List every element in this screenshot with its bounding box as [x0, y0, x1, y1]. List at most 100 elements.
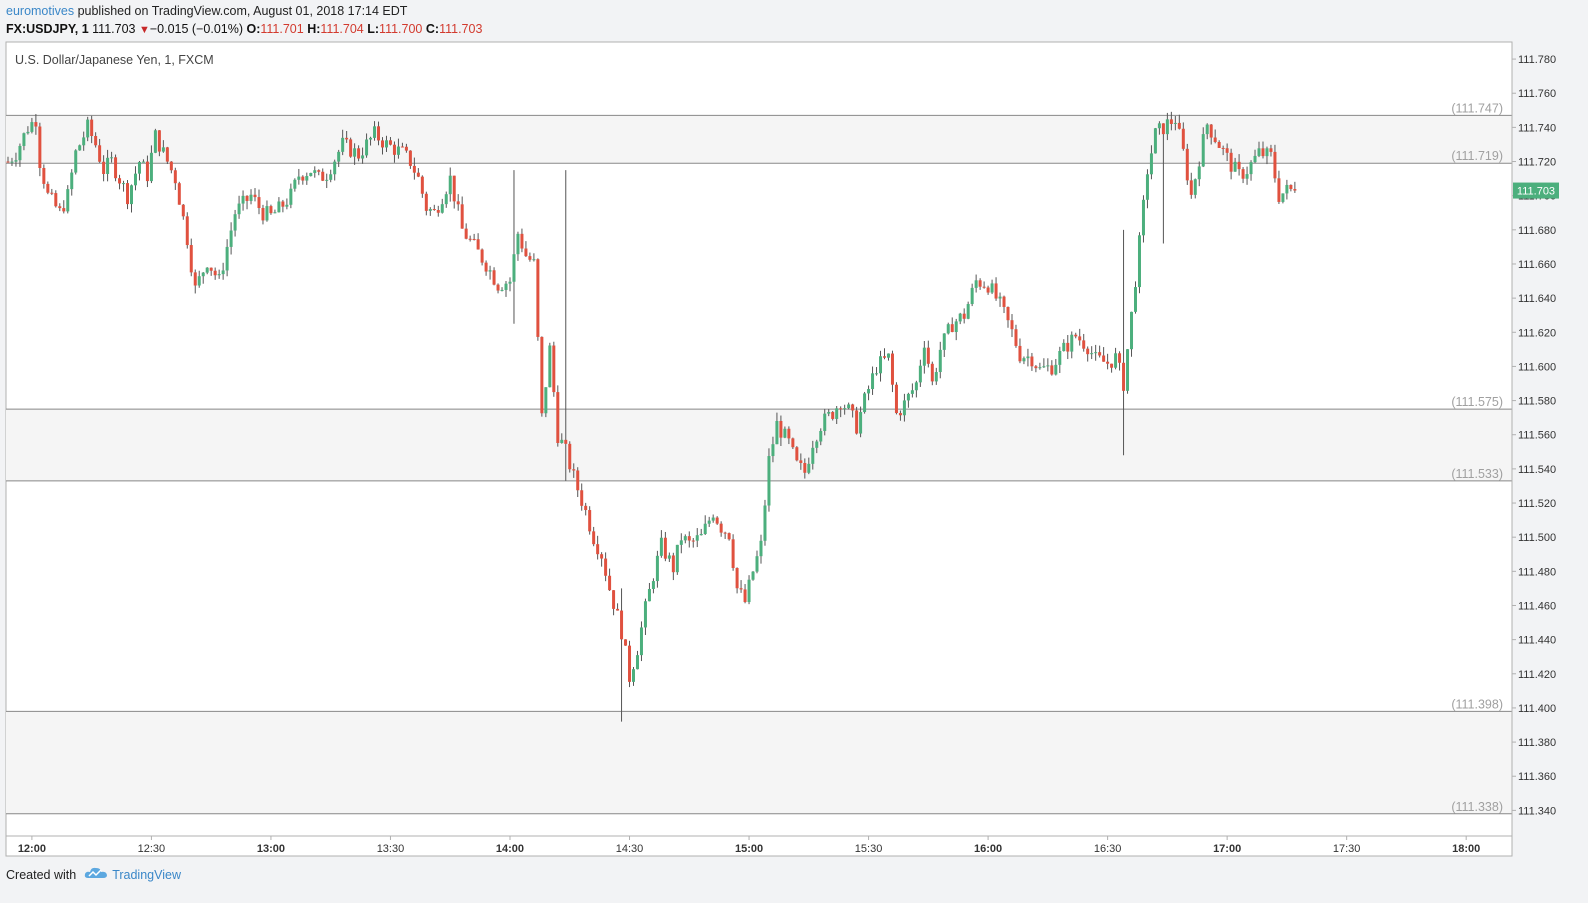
candle-body: [954, 321, 958, 333]
candle-body: [544, 387, 548, 414]
candle-body: [1141, 199, 1145, 236]
candle-body: [1034, 366, 1038, 369]
candle-body: [1189, 180, 1193, 195]
candle-body: [201, 272, 205, 277]
candle-body: [584, 505, 588, 511]
candle-body: [6, 161, 10, 163]
candle-body: [265, 206, 269, 221]
candle-body: [950, 324, 954, 333]
candle-body: [504, 283, 508, 290]
candle-body: [1265, 148, 1269, 157]
candle-body: [894, 384, 898, 414]
candle-body: [536, 259, 540, 337]
candle-body: [982, 286, 986, 288]
candle-body: [293, 179, 297, 189]
candle-body: [604, 558, 608, 576]
candle-body: [392, 144, 396, 155]
candle-body: [1082, 340, 1086, 349]
candle-body: [675, 544, 679, 573]
candle-body: [839, 408, 843, 410]
x-axis: 12:00 12:30 13:00 13:30 14:00 14:30 15:00 15:30…: [18, 836, 1480, 855]
candle-body: [126, 183, 130, 205]
candle-body: [1018, 345, 1022, 362]
y-tick-label: 111.380: [1518, 737, 1556, 749]
candle-body: [381, 140, 384, 148]
x-tick-label: 13:00: [257, 843, 285, 855]
candle-body: [416, 172, 420, 177]
candle-body: [1185, 148, 1189, 181]
candle-body: [906, 393, 910, 401]
candle-body: [767, 456, 771, 506]
candle-body: [580, 490, 584, 506]
candle-body: [926, 347, 930, 364]
candle-body: [1054, 364, 1058, 375]
level-zones: [6, 115, 1512, 814]
candle-body: [966, 304, 970, 319]
x-tick-label: 14:00: [496, 843, 524, 855]
candle-body: [261, 208, 265, 221]
candle-body: [1026, 356, 1030, 359]
candle-body: [974, 280, 978, 288]
candle-body: [345, 137, 349, 140]
x-tick-label: 17:00: [1213, 843, 1241, 855]
y-tick-label: 111.720: [1518, 157, 1556, 169]
candle-body: [82, 137, 86, 146]
candle-body: [1050, 365, 1054, 375]
candle-body: [301, 176, 305, 181]
candle-body: [946, 324, 950, 334]
low-value: 111.700: [379, 22, 423, 36]
candle-body: [679, 540, 683, 545]
candle-body: [396, 146, 400, 155]
candle-body: [448, 175, 452, 195]
candle-body: [528, 256, 532, 260]
y-tick-label: 111.620: [1518, 327, 1556, 339]
candle-body: [217, 274, 221, 276]
publisher-link[interactable]: euromotives: [6, 4, 75, 18]
candle-body: [1209, 124, 1213, 138]
candle-body: [934, 372, 938, 382]
candle-body: [727, 533, 731, 540]
candle-body: [26, 131, 30, 134]
tradingview-link[interactable]: TradingView: [112, 867, 181, 882]
candle-body: [309, 172, 313, 177]
close-value: 111.703: [439, 22, 483, 36]
candle-body: [484, 262, 488, 272]
candle-body: [98, 145, 102, 162]
candle-body: [827, 412, 831, 414]
candle-body: [711, 517, 715, 521]
candle-body: [193, 272, 197, 286]
candle-body: [715, 517, 719, 524]
x-tick-label: 16:30: [1094, 843, 1122, 855]
candle-body: [269, 206, 273, 214]
candle-body: [149, 152, 153, 182]
price-chart[interactable]: (111.747) (111.719) (111.575) (111.533) (111…: [0, 0, 1588, 860]
candle-body: [106, 157, 110, 174]
candle-body: [472, 238, 476, 240]
candle-body: [1273, 151, 1277, 179]
candle-body: [289, 188, 293, 205]
y-axis: 111.780111.760111.740111.720111.700111.6…: [1512, 54, 1556, 817]
candle-body: [596, 544, 600, 555]
candle-body: [540, 336, 544, 414]
candle-body: [592, 531, 596, 545]
x-tick-label: 12:00: [18, 843, 46, 855]
candle-body: [1261, 148, 1265, 157]
candle-body: [66, 189, 70, 212]
candle-body: [628, 645, 632, 682]
candle-body: [879, 356, 883, 374]
x-tick-label: 16:00: [974, 843, 1002, 855]
candle-body: [1106, 361, 1110, 364]
candle-body: [408, 150, 412, 166]
level-zone: [6, 409, 1512, 481]
candle-body: [970, 287, 974, 305]
candle-body: [400, 146, 404, 148]
candle-body: [321, 171, 325, 181]
candle-body: [46, 183, 50, 193]
level-zone: [6, 711, 1512, 814]
y-tick-label: 111.660: [1518, 259, 1556, 271]
candle-body: [70, 172, 74, 190]
candle-body: [516, 233, 520, 255]
candle-body: [600, 554, 604, 559]
candle-body: [169, 161, 173, 171]
candle-body: [691, 540, 695, 542]
